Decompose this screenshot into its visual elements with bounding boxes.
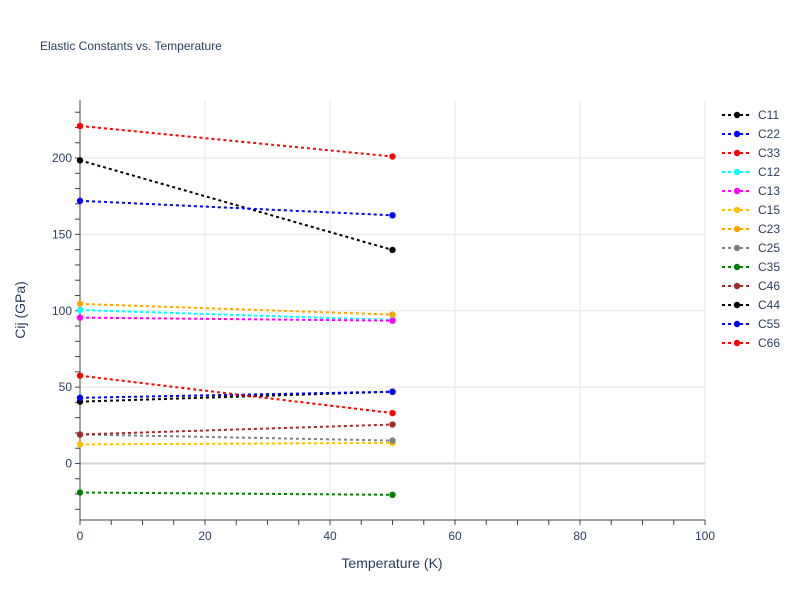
legend-swatch-marker xyxy=(733,244,741,252)
series-line-c46 xyxy=(79,423,393,436)
legend-item-c55[interactable]: C55 xyxy=(722,317,780,331)
data-point-c25[interactable] xyxy=(389,437,396,444)
legend-label: C35 xyxy=(758,260,780,274)
x-axis-title: Temperature (K) xyxy=(341,555,442,571)
legend-swatch-marker xyxy=(733,111,741,119)
data-point-c22[interactable] xyxy=(389,212,396,219)
legend-swatch-marker xyxy=(733,187,741,195)
x-tick-label: 60 xyxy=(448,529,462,543)
grid-layer xyxy=(80,100,706,520)
series-layer xyxy=(76,122,396,498)
data-point-c23[interactable] xyxy=(76,300,84,308)
legend-label: C15 xyxy=(758,203,780,217)
legend-item-c33[interactable]: C33 xyxy=(722,146,780,160)
legend-swatch-marker xyxy=(733,339,741,347)
x-tick-label: 20 xyxy=(198,529,212,543)
legend-label: C25 xyxy=(758,241,780,255)
legend-label: C12 xyxy=(758,165,780,179)
data-point-c11[interactable] xyxy=(389,246,396,254)
y-axis-title: Cij (GPa) xyxy=(12,281,28,339)
series-line-c11 xyxy=(79,159,393,251)
series-c33 xyxy=(76,122,396,160)
series-c46 xyxy=(76,421,396,438)
x-tick-label: 100 xyxy=(695,529,715,543)
legend-item-c13[interactable]: C13 xyxy=(722,184,780,198)
legend-label: C13 xyxy=(758,184,780,198)
y-tick-label: 150 xyxy=(52,227,72,241)
data-point-c15[interactable] xyxy=(76,441,84,448)
data-point-c55[interactable] xyxy=(389,388,396,395)
data-point-c66[interactable] xyxy=(76,372,84,379)
legend-item-c46[interactable]: C46 xyxy=(722,279,780,293)
series-c22 xyxy=(76,197,396,219)
series-line-c35 xyxy=(79,491,393,496)
y-tick-label: 100 xyxy=(52,304,72,318)
y-tick-label: 50 xyxy=(59,380,73,394)
series-line-c25 xyxy=(79,433,393,442)
legend-label: C44 xyxy=(758,298,780,312)
data-point-c35[interactable] xyxy=(389,491,396,498)
legend-label: C55 xyxy=(758,317,780,331)
legend-item-c44[interactable]: C44 xyxy=(722,298,780,312)
data-point-c35[interactable] xyxy=(76,489,84,496)
data-point-c66[interactable] xyxy=(389,409,396,417)
series-c35 xyxy=(76,489,396,498)
y-tick-label: 200 xyxy=(52,151,72,165)
legend-swatch-marker xyxy=(733,263,741,271)
series-c66 xyxy=(76,372,396,417)
legend-swatch-marker xyxy=(733,206,741,214)
legend-swatch-marker xyxy=(733,225,741,233)
data-point-c33[interactable] xyxy=(389,153,396,160)
legend-swatch-marker xyxy=(733,301,741,309)
legend-item-c23[interactable]: C23 xyxy=(722,222,780,236)
legend-item-c25[interactable]: C25 xyxy=(722,241,780,255)
legend-label: C66 xyxy=(758,336,780,350)
legend-item-c35[interactable]: C35 xyxy=(722,260,780,274)
legend-item-c15[interactable]: C15 xyxy=(722,203,780,217)
x-tick-label: 0 xyxy=(77,529,84,543)
series-line-c15 xyxy=(79,441,393,446)
x-tick-label: 80 xyxy=(573,529,587,543)
series-line-c13 xyxy=(79,316,393,322)
legend-item-c11[interactable]: C11 xyxy=(722,108,779,122)
series-line-c66 xyxy=(79,374,393,415)
legend-swatch-marker xyxy=(733,149,741,157)
data-point-c12[interactable] xyxy=(76,306,84,314)
legend-label: C11 xyxy=(758,108,779,122)
legend-swatch-marker xyxy=(733,320,741,328)
data-point-c33[interactable] xyxy=(76,122,84,130)
data-point-c46[interactable] xyxy=(76,431,84,438)
data-point-c13[interactable] xyxy=(389,317,396,324)
series-c11 xyxy=(76,157,396,254)
legend-label: C33 xyxy=(758,146,780,160)
series-line-c23 xyxy=(79,302,393,316)
legend-item-c22[interactable]: C22 xyxy=(722,127,780,141)
data-point-c55[interactable] xyxy=(76,394,84,402)
series-line-c22 xyxy=(79,199,393,217)
series-c23 xyxy=(76,300,396,318)
legend-swatch-marker xyxy=(733,130,741,138)
x-tick-label: 40 xyxy=(323,529,337,543)
series-c13 xyxy=(76,314,396,324)
series-line-c12 xyxy=(79,309,393,321)
legend-label: C22 xyxy=(758,127,780,141)
data-point-c13[interactable] xyxy=(76,314,84,321)
legend-label: C23 xyxy=(758,222,780,236)
legend[interactable]: C11 C22 C33 C12 C13 C15 C23 C25 C35 C46 C44 C55 C66 xyxy=(722,108,780,350)
legend-item-c12[interactable]: C12 xyxy=(722,165,780,179)
data-point-c11[interactable] xyxy=(76,157,84,164)
legend-swatch-marker xyxy=(733,282,741,290)
data-point-c46[interactable] xyxy=(389,421,396,428)
chart-title: Elastic Constants vs. Temperature xyxy=(40,39,222,53)
legend-swatch-marker xyxy=(733,168,741,176)
legend-label: C46 xyxy=(758,279,780,293)
data-point-c23[interactable] xyxy=(389,311,396,318)
legend-item-c66[interactable]: C66 xyxy=(722,336,780,350)
y-tick-label: 0 xyxy=(65,456,72,470)
data-point-c22[interactable] xyxy=(76,197,84,204)
series-line-c33 xyxy=(79,124,393,158)
